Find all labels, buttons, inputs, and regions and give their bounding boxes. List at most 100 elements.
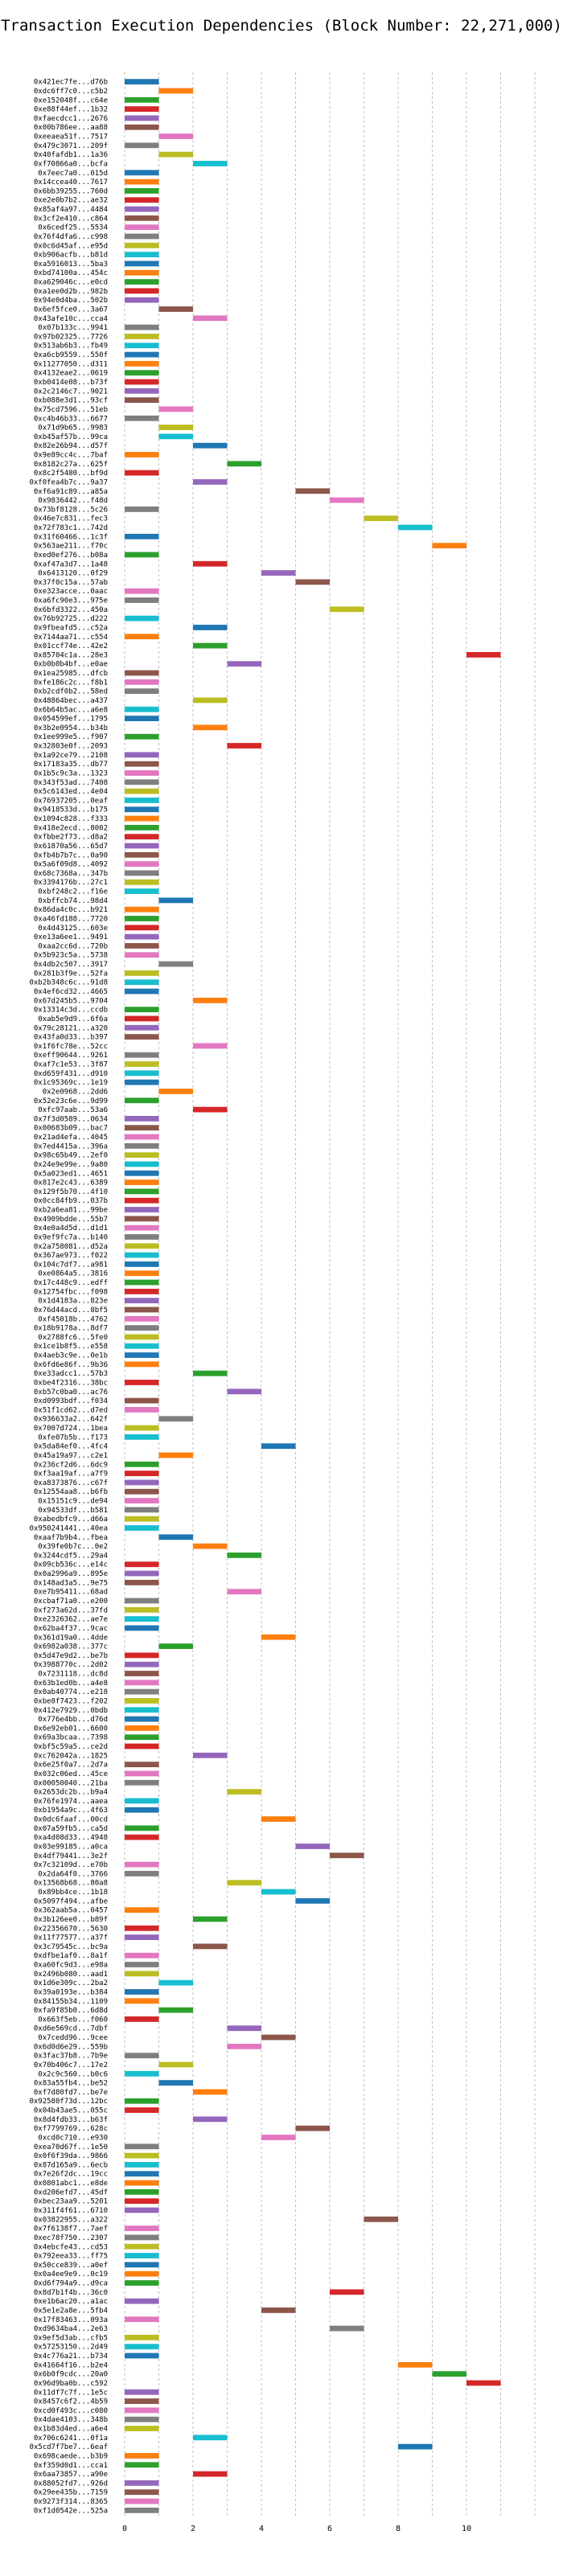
y-tick-label: 0x4aeb3c9e...0e1b [34,1352,108,1360]
y-tick-label: 0x9273f314...8365 [34,2498,108,2506]
dependency-bar [125,1115,159,1122]
y-tick-label: 0xd0993bdf...f034 [34,1397,108,1405]
y-tick-label: 0x48864bec...a437 [34,697,108,705]
y-tick-label: 0x6b0f9cdc...20a0 [34,2371,108,2379]
y-tick-label: 0x43afe10c...cca4 [34,315,108,323]
y-tick-label: 0x88052fd7...926d [34,2480,108,2488]
y-tick-label: 0x12554aa8...b6fb [34,1488,108,1496]
dependency-bar [125,806,159,813]
y-tick-label: 0x5b923c5a...5738 [34,952,108,960]
y-tick-label: 0x76fe1974...aaea [34,1798,108,1806]
dependency-bar [193,1943,228,1950]
dependency-bar [125,2280,159,2286]
y-tick-label: 0x62ba4f37...9cac [34,1625,108,1633]
dependency-bar [125,2453,159,2459]
dependency-bar [193,697,228,703]
dependency-bar [125,2462,159,2468]
dependency-bar [364,2216,398,2222]
dependency-bar [125,279,159,285]
dependency-bar [330,2325,364,2332]
dependency-bar [125,2298,159,2304]
y-tick-label: 0x68c7368a...347b [34,870,108,878]
y-tick-label: 0x361d19a0...4dde [34,1634,108,1642]
y-tick-label: 0x40fafdb1...1a36 [34,151,108,159]
y-tick-label: 0x3b2e0954...b34b [34,724,108,732]
dependency-bar [125,1479,159,1486]
y-tick-label: 0xb088e3d1...93cf [34,397,108,405]
y-tick-label: 0x8d4fdb33...b63f [34,2116,108,2124]
y-tick-label: 0x6aa73857...a90e [34,2471,108,2479]
dependency-bar [330,497,364,503]
dependency-bar [125,2107,159,2113]
y-tick-label: 0xf359d0d1...cca1 [34,2462,108,2470]
dependency-bar [295,1897,330,1904]
y-tick-label: 0x7e26f2dc...19cc [34,2171,108,2179]
dependency-bar [125,1397,159,1404]
dependency-bar [193,2116,228,2123]
y-tick-label: 0x0c6d45af...e95d [34,242,108,250]
y-tick-label: 0x45a19a97...c2e1 [34,1452,108,1460]
dependency-bar [295,1844,330,1849]
y-tick-label: 0x89bb4ce...1b18 [38,1889,108,1897]
dependency-bar [193,442,228,449]
dependency-bar [193,479,228,485]
dependency-bar [158,1452,193,1458]
dependency-bar [125,1270,159,1277]
y-tick-label: 0x2788fc6...5fe0 [38,1334,108,1342]
y-tick-label: 0x054599ef...1795 [34,716,108,724]
y-tick-label: 0xf7799769...628c [34,2125,108,2133]
y-tick-label: 0x3988770c...2d02 [34,1661,108,1669]
y-tick-label: 0xa60fc9d3...e98a [34,1962,108,1970]
y-tick-label: 0x792eea33...ff75 [34,2253,108,2261]
dependency-bar [125,733,159,740]
y-tick-label: 0x5c6143ed...4e04 [34,788,108,796]
dependency-bar [125,2152,159,2159]
dependency-bar [125,1688,159,1695]
dependency-bar [295,488,330,494]
y-tick-label: 0x6cedf25...5534 [38,224,108,232]
dependency-bar [125,788,159,794]
y-tick-label: 0x2c9c560...b0c6 [38,2070,108,2078]
dependency-bar [125,1007,159,1013]
y-tick-label: 0x4909bdde...55b7 [34,1216,108,1224]
dependency-bar [125,2344,159,2350]
x-tick-label: 0 [122,2525,127,2533]
y-tick-label: 0xaaf7b9b4...fbea [34,1534,108,1542]
y-tick-label: 0xe0864a5...3816 [38,1270,108,1278]
dependency-bar [125,124,159,130]
y-tick-label: 0x4132eae2...0619 [34,370,108,378]
dependency-bar [125,1306,159,1313]
dependency-bar [125,1061,159,1067]
dependency-bar [125,970,159,976]
dependency-bar [125,2234,159,2241]
y-tick-label: 0x94533df...b581 [38,1507,108,1515]
y-tick-label: 0x18b9178a...8df7 [34,1325,108,1333]
dependency-bar [125,1507,159,1513]
dependency-bar [193,560,228,567]
dependency-bar [227,461,261,467]
y-tick-label: 0x6bb39255...760d [34,187,108,195]
y-tick-label: 0x1ee999e5...f907 [34,733,108,741]
y-tick-label: 0xeff90644...9261 [34,1052,108,1060]
y-tick-label: 0x8457c6f2...4b59 [34,2398,108,2406]
y-tick-label: 0xf273a62d...37fd [34,1606,108,1614]
dependency-bar [125,1762,159,1768]
dependency-bar [125,2098,159,2104]
dependency-bar [125,1907,159,1914]
dependency-bar [125,2207,159,2213]
dependency-bar [125,1861,159,1868]
x-tick-label: 8 [396,2525,401,2533]
dependency-bar [398,2443,433,2450]
y-tick-label: 0x3fac37b8...7b9e [34,2053,108,2061]
y-tick-label: 0x0dc6faaf...00cd [34,1816,108,1824]
dependency-bar [125,670,159,676]
dependency-bar [125,1770,159,1777]
dependency-bar [125,1034,159,1040]
dependency-bar [125,388,159,394]
y-tick-label: 0x2653dc2b...b9a4 [34,1789,108,1797]
y-tick-label: 0xfc97aab...53a6 [38,1106,108,1114]
dependency-bar [125,452,159,457]
dependency-bar [125,1015,159,1022]
dependency-bar [125,851,159,858]
y-tick-label: 0x72f783c1...742d [34,524,108,532]
